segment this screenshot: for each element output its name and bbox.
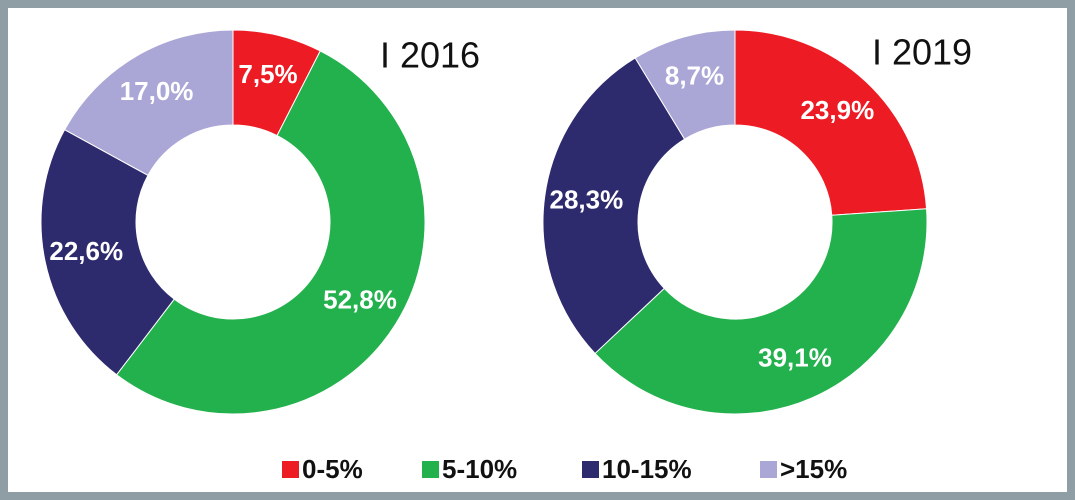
legend-swatch xyxy=(582,461,599,478)
chart-title: I 2019 xyxy=(872,32,972,73)
data-label: 22,6% xyxy=(49,236,123,266)
legend-label: 5-10% xyxy=(442,454,517,484)
donut-slice xyxy=(63,29,234,177)
data-label: 52,8% xyxy=(323,285,397,315)
data-label: 17,0% xyxy=(120,76,194,106)
data-label: 8,7% xyxy=(665,60,724,90)
data-label: 39,1% xyxy=(758,342,832,372)
legend-swatch xyxy=(282,461,299,478)
donut-slice xyxy=(542,57,686,355)
donut-slice xyxy=(734,29,928,216)
data-label: 23,9% xyxy=(800,95,874,125)
legend-swatch xyxy=(422,461,439,478)
data-label: 28,3% xyxy=(549,185,623,215)
donut-slice xyxy=(634,29,736,140)
donut-slice xyxy=(115,50,426,415)
donut-slice xyxy=(594,208,928,415)
chart-title: I 2016 xyxy=(380,35,480,76)
legend-label: 10-15% xyxy=(602,454,692,484)
legend-label: >15% xyxy=(780,454,847,484)
donut-slice xyxy=(40,129,175,376)
legend-swatch xyxy=(760,461,777,478)
data-label: 7,5% xyxy=(238,59,297,89)
legend-label: 0-5% xyxy=(302,454,363,484)
